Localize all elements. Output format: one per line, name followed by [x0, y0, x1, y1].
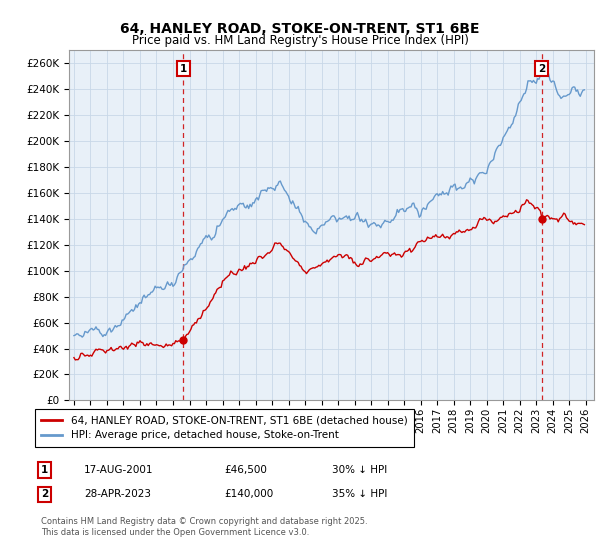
Text: 64, HANLEY ROAD, STOKE-ON-TRENT, ST1 6BE: 64, HANLEY ROAD, STOKE-ON-TRENT, ST1 6BE	[120, 22, 480, 36]
Text: £46,500: £46,500	[224, 465, 267, 475]
Text: Price paid vs. HM Land Registry's House Price Index (HPI): Price paid vs. HM Land Registry's House …	[131, 34, 469, 46]
Text: 2: 2	[41, 489, 48, 499]
Text: 28-APR-2023: 28-APR-2023	[84, 489, 151, 499]
Text: 1: 1	[180, 63, 187, 73]
Legend: 64, HANLEY ROAD, STOKE-ON-TRENT, ST1 6BE (detached house), HPI: Average price, d: 64, HANLEY ROAD, STOKE-ON-TRENT, ST1 6BE…	[35, 409, 413, 447]
Text: 17-AUG-2001: 17-AUG-2001	[84, 465, 154, 475]
Text: £140,000: £140,000	[224, 489, 274, 499]
Text: 30% ↓ HPI: 30% ↓ HPI	[332, 465, 388, 475]
Text: Contains HM Land Registry data © Crown copyright and database right 2025.
This d: Contains HM Land Registry data © Crown c…	[41, 517, 367, 537]
Text: 1: 1	[41, 465, 48, 475]
Text: 2: 2	[538, 63, 545, 73]
Text: 35% ↓ HPI: 35% ↓ HPI	[332, 489, 388, 499]
